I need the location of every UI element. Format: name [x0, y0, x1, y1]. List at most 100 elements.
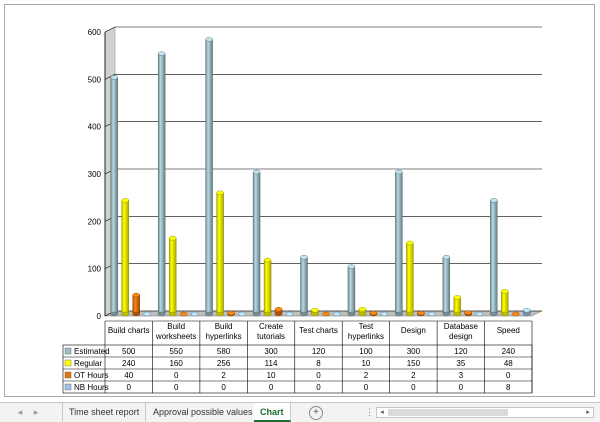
data-table-value: 256 — [217, 359, 231, 368]
data-table-value: 0 — [174, 371, 179, 380]
bar-regular — [406, 242, 414, 315]
category-label: tutorials — [257, 332, 285, 341]
data-table-value: 300 — [264, 347, 278, 356]
bar-top-cap — [227, 310, 235, 316]
data-table-value: 0 — [459, 383, 464, 392]
category-label: Create — [259, 322, 284, 331]
bar-top-cap — [190, 311, 199, 317]
bar-top-cap — [285, 311, 294, 317]
scrollbar-thumb[interactable] — [388, 409, 508, 416]
bar-top-cap — [490, 198, 498, 203]
data-table-value: 100 — [359, 347, 373, 356]
legend-key — [64, 371, 72, 379]
bar-top-cap — [300, 254, 308, 260]
data-table-value: 240 — [122, 359, 136, 368]
y-tick-label: 600 — [88, 28, 102, 37]
category-label: Speed — [497, 326, 520, 335]
data-table-value: 580 — [217, 347, 231, 356]
tab-split-handle[interactable]: ⋮ — [365, 407, 374, 417]
y-tick-label: 0 — [97, 312, 102, 321]
bar-regular — [168, 238, 177, 315]
scroll-left-icon[interactable]: ◂ — [380, 409, 384, 416]
category-label: design — [449, 332, 473, 341]
tab-scroll-right-icon[interactable]: ▸ — [33, 407, 39, 417]
y-tick-label: 100 — [88, 265, 102, 274]
bar-top-cap — [428, 311, 436, 317]
bar-base — [110, 311, 118, 317]
legend-series-name: Estimated — [74, 347, 110, 356]
bar-top-cap — [347, 264, 356, 269]
category-label: Test charts — [299, 326, 338, 335]
legend-key — [64, 383, 72, 391]
data-table-value: 120 — [312, 347, 326, 356]
bar-top-cap — [464, 310, 473, 315]
legend-series-name: Regular — [74, 359, 102, 368]
bar-top-cap — [395, 169, 403, 175]
bar-estimated — [205, 39, 213, 315]
category-label: Build charts — [108, 326, 150, 335]
bar-top-cap — [322, 311, 330, 317]
tab-chart[interactable]: Chart — [254, 403, 291, 422]
bar-base — [263, 311, 272, 317]
scroll-right-icon[interactable]: ▸ — [586, 409, 590, 416]
bar-base — [523, 311, 531, 317]
tab-scroll-left-icon[interactable]: ◂ — [17, 407, 23, 417]
bar-base — [395, 311, 403, 317]
bar-base — [453, 311, 462, 317]
bar-regular — [453, 297, 462, 315]
bar-estimated — [300, 256, 308, 315]
data-table-value: 8 — [506, 383, 511, 392]
bar-base — [490, 311, 498, 317]
data-table-value: 2 — [364, 371, 369, 380]
y-tick-label: 400 — [88, 123, 102, 132]
bar-regular — [263, 259, 272, 315]
bar-estimated — [252, 171, 261, 315]
bar-top-cap — [333, 311, 341, 317]
bar-regular — [501, 291, 509, 315]
data-table-value: 40 — [124, 371, 133, 380]
data-table-value: 8 — [316, 359, 321, 368]
data-table-value: 0 — [221, 383, 226, 392]
bar-base — [501, 311, 509, 317]
bar-top-cap — [501, 289, 509, 294]
data-table-value: 0 — [174, 383, 179, 392]
worksheet-area: 0 100 200 300 400 500 600 Build charts Build work… — [4, 4, 595, 397]
sheet-tab-bar: ◂ ▸ Time sheet report Approval possible … — [0, 402, 600, 422]
bar-top-cap — [311, 308, 319, 313]
bar-top-cap — [274, 307, 283, 312]
bar-top-cap — [512, 311, 520, 317]
tab-time-sheet-report[interactable]: Time sheet report — [62, 403, 147, 422]
gridline — [104, 74, 542, 80]
data-table-value: 10 — [267, 371, 276, 380]
category-label: Build — [215, 322, 233, 331]
bar-base — [300, 311, 308, 317]
bar-base — [157, 311, 166, 317]
bar-base — [274, 311, 283, 317]
data-table-value: 3 — [459, 371, 464, 380]
bar-top-cap — [216, 190, 224, 196]
data-table-value: 300 — [407, 347, 421, 356]
bar-estimated — [110, 77, 118, 315]
bar-estimated — [157, 53, 166, 315]
gridline — [104, 26, 542, 33]
bar-top-cap — [252, 169, 261, 175]
bar-estimated — [395, 171, 403, 315]
chart-object[interactable]: 0 100 200 300 400 500 600 Build charts Build work… — [4, 4, 595, 397]
tab-approval-possible-values[interactable]: Approval possible values — [147, 403, 260, 422]
bar-top-cap — [358, 307, 367, 312]
bar-top-cap — [453, 295, 462, 300]
category-label: Design — [401, 326, 426, 335]
category-label: hyperlinks — [206, 332, 242, 341]
data-table-value: 150 — [407, 359, 421, 368]
data-table-value: 500 — [122, 347, 136, 356]
data-table-value: 240 — [502, 347, 516, 356]
horizontal-scrollbar[interactable]: ◂ ▸ — [376, 407, 594, 418]
bar-top-cap — [263, 257, 272, 263]
data-table-value: 120 — [454, 347, 468, 356]
bar-regular — [121, 200, 129, 315]
bar-base — [168, 311, 177, 317]
add-sheet-icon[interactable]: + — [309, 406, 323, 420]
bar-base — [121, 311, 129, 317]
bar-top-cap — [380, 311, 389, 317]
